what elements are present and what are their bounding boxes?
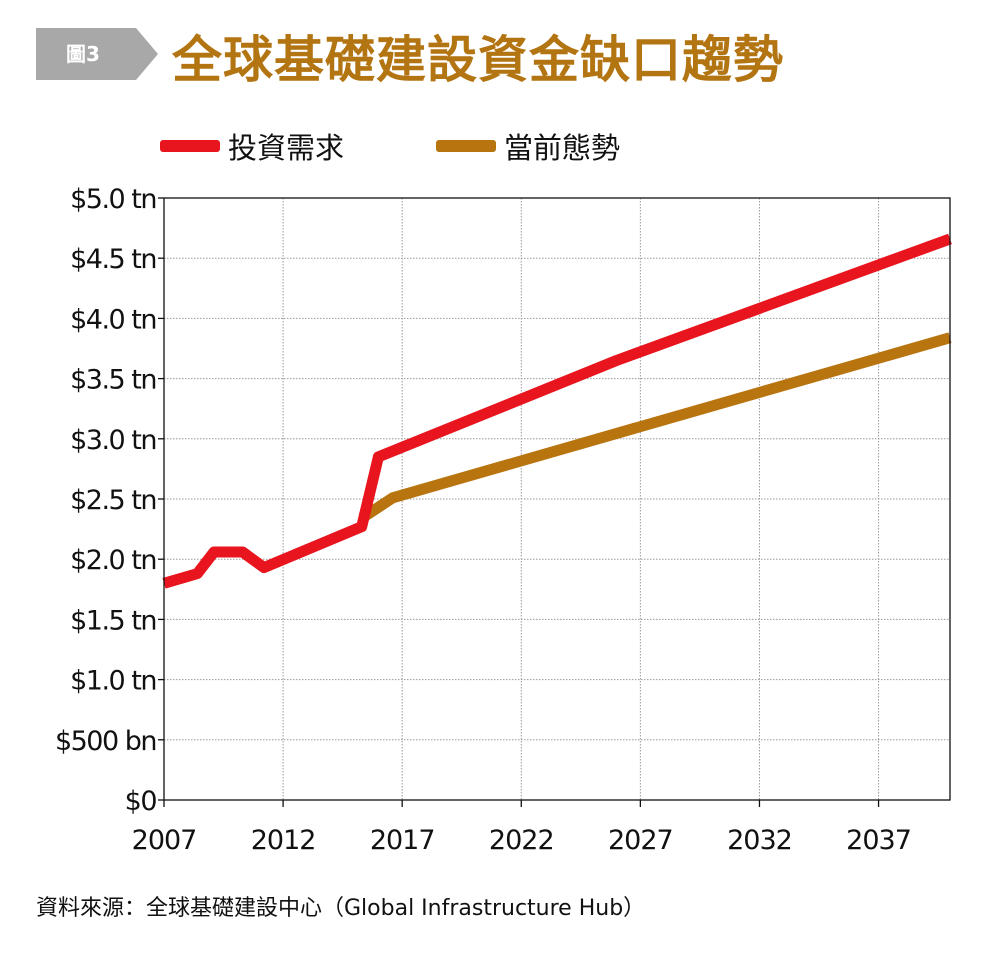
- series-line-demand: [162, 233, 952, 589]
- y-tick-label: $1.5 tn: [70, 605, 156, 636]
- y-tick-label: $2.5 tn: [70, 485, 156, 516]
- y-tick-label: $5.0 tn: [70, 184, 156, 215]
- x-tick-label: 2032: [727, 825, 792, 856]
- figure-badge-label: 圖3: [66, 42, 100, 66]
- figure-badge-arrow-icon: [36, 28, 158, 80]
- legend-label-trend: 當前態勢: [504, 131, 621, 165]
- x-tick-label: 2027: [608, 825, 673, 856]
- y-tick-label: $4.5 tn: [70, 244, 156, 275]
- legend-swatch-demand: [160, 140, 220, 152]
- figure-badge: 圖3: [0, 0, 160, 110]
- axis-ticks: $0 $500 bn $1.0 tn $1.5 tn $2.0 tn $2.5 tn $3.…: [55, 184, 912, 856]
- grid-lines: [164, 198, 950, 800]
- series-line-trend: [358, 332, 952, 523]
- x-tick-label: 2022: [489, 825, 554, 856]
- source-note: 資料來源：全球基礎建設中心（Global Infrastructure Hub）: [36, 896, 646, 921]
- chart-title: 全球基礎建設資金缺口趨勢: [172, 30, 784, 89]
- legend-label-demand: 投資需求: [228, 131, 345, 165]
- x-tick-label: 2012: [251, 825, 316, 856]
- x-tick-label: 2007: [132, 825, 197, 856]
- legend-swatch-trend: [436, 140, 496, 152]
- y-tick-label: $1.0 tn: [70, 666, 156, 697]
- x-tick-label: 2017: [370, 825, 435, 856]
- series-lines: [162, 233, 952, 589]
- plot-frame: [163, 197, 951, 801]
- y-tick-label: $4.0 tn: [70, 304, 156, 335]
- legend-item-demand: 投資需求: [160, 126, 344, 166]
- y-tick-label: $2.0 tn: [70, 545, 156, 576]
- y-tick-label: $3.0 tn: [70, 425, 156, 456]
- x-tick-label: 2037: [846, 825, 911, 856]
- y-tick-label: $500 bn: [55, 726, 156, 757]
- y-tick-label: $0: [125, 786, 157, 817]
- y-tick-label: $3.5 tn: [70, 365, 156, 396]
- legend-item-trend: 當前態勢: [436, 126, 620, 166]
